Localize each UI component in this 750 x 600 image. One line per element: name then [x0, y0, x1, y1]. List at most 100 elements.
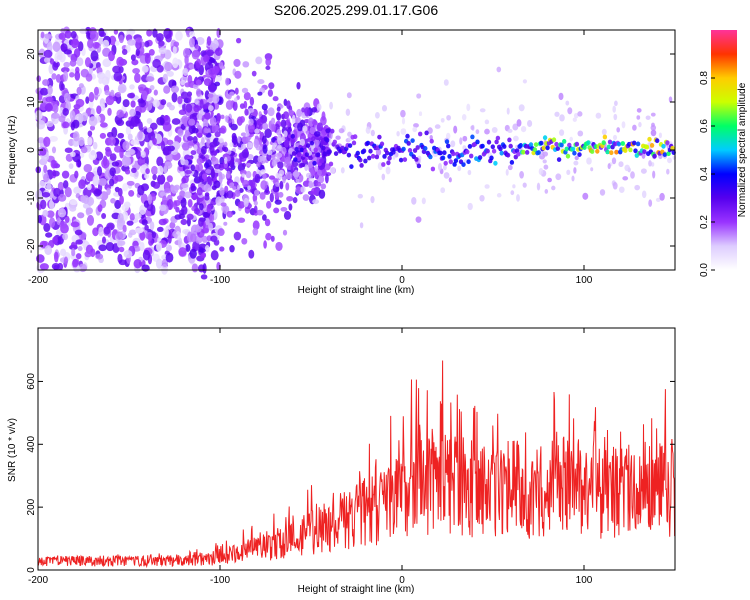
- spectrogram-cell: [134, 72, 141, 84]
- spectrogram-cell: [203, 183, 211, 193]
- spectrogram-cell: [325, 137, 330, 143]
- spectrogram-cell: [398, 157, 404, 163]
- spectrogram-cell: [299, 147, 304, 153]
- colorbar-label: Normalized spectral amplitude: [737, 82, 748, 217]
- spectrogram-cell: [305, 143, 311, 149]
- spectrogram-cell: [532, 147, 538, 153]
- spectrogram-cell: [520, 126, 527, 133]
- spectrogram-cell: [288, 109, 294, 116]
- spectrogram-cell: [567, 142, 572, 148]
- spectrogram-cell: [480, 143, 485, 149]
- spectrogram-cell: [541, 145, 546, 151]
- spectrogram-cell: [616, 127, 621, 133]
- spectrogram-cell: [173, 41, 180, 47]
- spectrogram-cell: [316, 169, 322, 176]
- spectrogram-cell: [123, 201, 131, 208]
- spectrogram-cell: [182, 102, 187, 112]
- spectrogram-cell: [245, 132, 250, 137]
- spectrogram-cell: [44, 245, 53, 256]
- spectrogram-cell: [115, 231, 124, 240]
- spectrogram-cell: [430, 166, 436, 172]
- spectrogram-cell: [206, 204, 212, 214]
- spectrogram-cell: [63, 256, 69, 265]
- spectrogram-cell: [232, 186, 237, 191]
- spectrogram-cell: [102, 58, 112, 68]
- spectrogram-cell: [543, 164, 549, 170]
- spectrogram-cell: [571, 175, 575, 182]
- spectrogram-cell: [214, 81, 221, 87]
- spectrogram-cell: [573, 160, 579, 166]
- spectrogram-cell: [522, 182, 527, 188]
- spectrogram-cell: [196, 187, 203, 196]
- spectrogram-cell: [642, 149, 647, 155]
- spectrogram-cell: [145, 168, 150, 175]
- spectrogram-cell: [278, 191, 284, 198]
- spectrogram-cell: [256, 161, 261, 168]
- spectrogram-cell: [516, 194, 520, 202]
- spectrogram-cell: [237, 201, 245, 209]
- spectrogram-cell: [300, 186, 306, 193]
- spectrogram-cell: [640, 168, 647, 174]
- spectrogram-cell: [191, 127, 199, 134]
- spectrogram-cell: [62, 107, 69, 116]
- spectrogram-cell: [163, 227, 169, 238]
- spectrogram-cell: [40, 31, 45, 39]
- spectrogram-cell: [85, 96, 90, 104]
- spectrogram-cell: [257, 156, 263, 163]
- spectrogram-cell: [106, 187, 111, 196]
- spectrogram-cell: [43, 49, 53, 58]
- spectrogram-cell: [217, 228, 225, 237]
- spectrogram-cell: [69, 205, 77, 212]
- spectrogram-y-tick-label: 0: [26, 147, 37, 153]
- spectrogram-cell: [470, 125, 474, 131]
- spectrogram-cell: [119, 148, 124, 159]
- spectrogram-cell: [152, 174, 157, 181]
- spectrogram-cell: [96, 105, 102, 115]
- spectrogram-cell: [257, 91, 263, 96]
- spectrogram-cell: [36, 75, 42, 83]
- spectrogram-cell: [125, 125, 132, 136]
- spectrogram-cell: [276, 106, 281, 112]
- spectrogram-cell: [313, 147, 318, 153]
- spectrogram-cell: [609, 150, 614, 156]
- spectrogram-cell: [633, 148, 638, 154]
- spectrogram-cell: [138, 86, 144, 94]
- spectrogram-cell: [156, 226, 164, 233]
- spectrogram-cell: [293, 169, 299, 180]
- spectrogram-cell: [127, 39, 136, 46]
- spectrogram-cell: [200, 137, 205, 145]
- spectrogram-cell: [466, 159, 471, 165]
- spectrogram-cell: [226, 210, 233, 218]
- spectrogram-cell: [224, 115, 229, 123]
- spectrogram-cell: [632, 124, 637, 131]
- spectrogram-cell: [243, 197, 249, 208]
- spectrogram-cell: [138, 121, 143, 131]
- spectrogram-cell: [498, 146, 503, 152]
- spectrogram-cell: [272, 142, 278, 148]
- spectrogram-cell: [387, 155, 392, 161]
- spectrogram-cell: [648, 199, 653, 207]
- spectrogram-cell: [39, 147, 47, 156]
- spectrogram-cell: [661, 143, 666, 149]
- spectrogram-cell: [662, 152, 667, 158]
- spectrogram-cell: [111, 126, 118, 138]
- spectrogram-cell: [405, 133, 410, 139]
- snr-y-ticks: 0 200 400 600: [26, 373, 675, 573]
- spectrogram-cell: [479, 108, 486, 113]
- spectrogram-cell: [204, 111, 211, 120]
- spectrogram-x-tick-label: 0: [399, 275, 405, 286]
- colorbar-ticks: 0.0 0.2 0.4 0.6 0.8: [699, 71, 715, 277]
- spectrogram-cell: [141, 219, 148, 226]
- spectrogram-cell: [171, 92, 178, 103]
- spectrogram-cell: [110, 198, 116, 204]
- spectrogram-cell: [327, 149, 332, 155]
- spectrogram-cell: [241, 237, 248, 245]
- spectrogram-cell: [73, 48, 81, 58]
- spectrogram-cell: [412, 126, 418, 133]
- spectrogram-cell: [621, 121, 626, 129]
- spectrogram-cell: [260, 169, 266, 175]
- spectrogram-cell: [206, 36, 212, 46]
- spectrogram-cell: [638, 121, 642, 128]
- spectrogram-cell: [266, 153, 272, 162]
- spectrogram-cell: [595, 148, 600, 154]
